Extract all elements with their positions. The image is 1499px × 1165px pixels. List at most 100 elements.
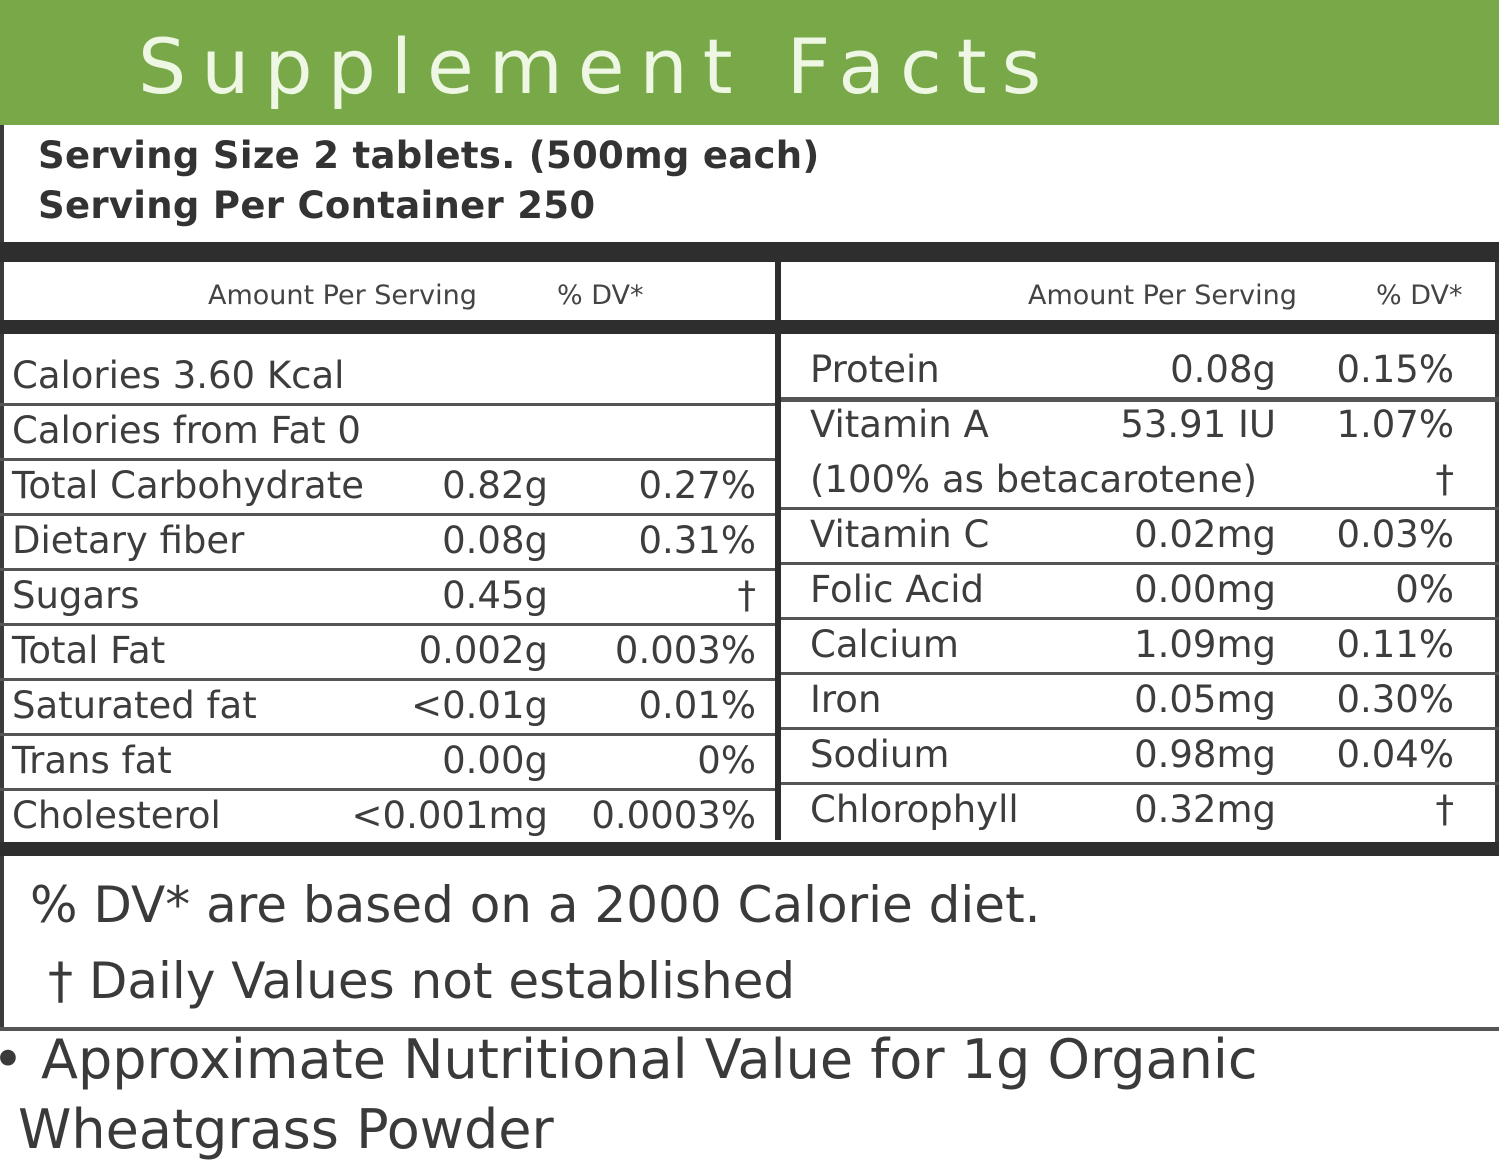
approximate-value-note-line2: Wheatgrass Powder <box>18 1098 554 1161</box>
table-row: Calcium 1.09mg 0.11% <box>810 617 1460 672</box>
nutrient-dv: 0.30% <box>1336 678 1454 721</box>
row-divider <box>781 397 1499 402</box>
row-divider <box>0 733 775 736</box>
table-row: Vitamin C 0.02mg 0.03% <box>810 507 1460 562</box>
not-established-footnote: † Daily Values not established <box>48 952 796 1010</box>
row-divider <box>0 568 775 571</box>
nutrient-amount: 0.98mg <box>1134 733 1276 776</box>
serving-size: Serving Size 2 tablets. (500mg each) <box>38 134 820 177</box>
nutrient-amount: <0.001mg <box>351 794 548 837</box>
nutrient-dv: 0.03% <box>1336 513 1454 556</box>
table-row: Chlorophyll 0.32mg † <box>810 782 1460 837</box>
header-banner: Supplement Facts <box>0 0 1499 125</box>
nutrient-amount: 53.91 IU <box>1120 403 1276 446</box>
table-row: Saturated fat <0.01g 0.01% <box>12 678 762 733</box>
frame-right-border <box>1495 250 1499 855</box>
nutrient-name: Dietary fiber <box>12 519 245 562</box>
approximate-value-note-line1: • Approximate Nutritional Value for 1g O… <box>0 1028 1258 1091</box>
row-divider <box>0 458 775 461</box>
nutrient-dv: 1.07% <box>1336 403 1454 446</box>
nutrient-name: Calcium <box>810 623 959 666</box>
nutrient-name: Folic Acid <box>810 568 985 611</box>
row-divider <box>781 507 1499 510</box>
nutrient-dv: 0.31% <box>638 519 756 562</box>
table-row: Sugars 0.45g † <box>12 568 762 623</box>
right-amount-header: Amount Per Serving <box>1028 280 1297 311</box>
nutrient-amount: 0.02mg <box>1134 513 1276 556</box>
nutrient-name: Protein <box>810 348 940 391</box>
table-row: Total Carbohydrate 0.82g 0.27% <box>12 458 762 513</box>
nutrient-dv: 0.01% <box>638 684 756 727</box>
nutrient-dv: † <box>1435 458 1455 501</box>
nutrient-amount: 0.82g <box>442 464 548 507</box>
nutrient-amount: 0.08g <box>1170 348 1276 391</box>
row-divider <box>781 727 1499 730</box>
nutrient-amount: 0.002g <box>418 629 548 672</box>
servings-per-container: Serving Per Container 250 <box>38 184 596 227</box>
frame-bottom-border <box>0 1027 1499 1031</box>
nutrient-amount: 1.09mg <box>1134 623 1276 666</box>
nutrient-dv: 0.11% <box>1336 623 1454 666</box>
nutrient-name: Saturated fat <box>12 684 257 727</box>
nutrient-name: Calories from Fat 0 <box>12 409 361 452</box>
nutrient-dv: 0% <box>697 739 756 782</box>
dv-basis-footnote: % DV* are based on a 2000 Calorie diet. <box>30 876 1041 934</box>
table-row: Trans fat 0.00g 0% <box>12 733 762 788</box>
right-dv-header: % DV* <box>1376 280 1463 311</box>
left-dv-header: % DV* <box>557 280 644 311</box>
nutrient-name: Calories 3.60 Kcal <box>12 354 345 397</box>
row-divider <box>0 623 775 626</box>
nutrient-amount: <0.01g <box>411 684 548 727</box>
nutrient-name: Sugars <box>12 574 140 617</box>
nutrient-dv: † <box>737 574 757 617</box>
row-divider <box>781 782 1499 785</box>
left-amount-header: Amount Per Serving <box>208 280 477 311</box>
nutrient-dv: 0% <box>1395 568 1454 611</box>
table-row: Sodium 0.98mg 0.04% <box>810 727 1460 782</box>
nutrient-name: Vitamin A <box>810 403 989 446</box>
nutrient-name: Chlorophyll <box>810 788 1019 831</box>
row-divider <box>781 562 1499 565</box>
nutrient-amount: 0.32mg <box>1134 788 1276 831</box>
nutrient-amount: 0.00g <box>442 739 548 782</box>
row-divider <box>0 513 775 516</box>
table-row: Calories from Fat 0 <box>12 403 762 458</box>
nutrient-dv: 0.15% <box>1336 348 1454 391</box>
nutrient-name: (100% as betacarotene) <box>810 458 1258 501</box>
nutrient-name: Total Carbohydrate <box>12 464 365 507</box>
row-divider <box>0 788 775 791</box>
table-row: Calories 3.60 Kcal <box>12 348 762 403</box>
nutrient-amount: 0.05mg <box>1134 678 1276 721</box>
nutrient-name: Total Fat <box>12 629 166 672</box>
table-row: Dietary fiber 0.08g 0.31% <box>12 513 762 568</box>
nutrient-name: Vitamin C <box>810 513 990 556</box>
serving-divider <box>0 242 1499 262</box>
table-row: (100% as betacarotene) † <box>810 452 1460 507</box>
table-row: Folic Acid 0.00mg 0% <box>810 562 1460 617</box>
nutrient-dv: † <box>1435 788 1455 831</box>
nutrient-amount: 0.00mg <box>1134 568 1276 611</box>
frame-left-border <box>0 125 4 1030</box>
table-row: Total Fat 0.002g 0.003% <box>12 623 762 678</box>
nutrient-name: Iron <box>810 678 882 721</box>
nutrient-amount: 0.08g <box>442 519 548 562</box>
table-row: Vitamin A 53.91 IU 1.07% <box>810 397 1460 452</box>
header-divider <box>0 320 1499 334</box>
nutrient-dv: 0.003% <box>614 629 756 672</box>
table-row: Iron 0.05mg 0.30% <box>810 672 1460 727</box>
center-divider <box>775 262 781 840</box>
table-row: Protein 0.08g 0.15% <box>810 342 1460 397</box>
nutrient-dv: 0.27% <box>638 464 756 507</box>
page-title: Supplement Facts <box>138 22 1057 111</box>
nutrient-name: Sodium <box>810 733 950 776</box>
row-divider <box>781 617 1499 620</box>
row-divider <box>0 403 775 406</box>
nutrient-amount: 0.45g <box>442 574 548 617</box>
nutrient-name: Trans fat <box>12 739 172 782</box>
table-row: Cholesterol <0.001mg 0.0003% <box>12 788 762 843</box>
row-divider <box>0 678 775 681</box>
nutrient-name: Cholesterol <box>12 794 221 837</box>
nutrient-dv: 0.0003% <box>591 794 756 837</box>
nutrient-dv: 0.04% <box>1336 733 1454 776</box>
table-bottom-divider <box>0 842 1499 856</box>
